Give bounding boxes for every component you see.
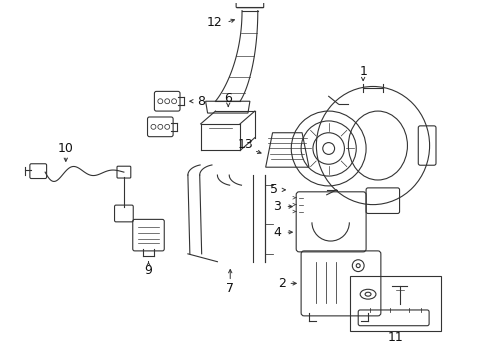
Text: 12: 12 [206,16,222,29]
Text: 6: 6 [224,92,232,105]
Text: 11: 11 [387,331,403,344]
Text: 1: 1 [359,65,366,78]
Text: 13: 13 [238,138,253,151]
Bar [349,276,440,330]
Text: 4: 4 [273,226,281,239]
Text: 10: 10 [58,142,74,155]
Text: 7: 7 [226,282,234,295]
Text: 5: 5 [269,183,277,196]
Text: 3: 3 [273,200,281,213]
Text: 9: 9 [144,264,152,277]
Text: 2: 2 [278,277,286,290]
Text: 8: 8 [196,95,204,108]
